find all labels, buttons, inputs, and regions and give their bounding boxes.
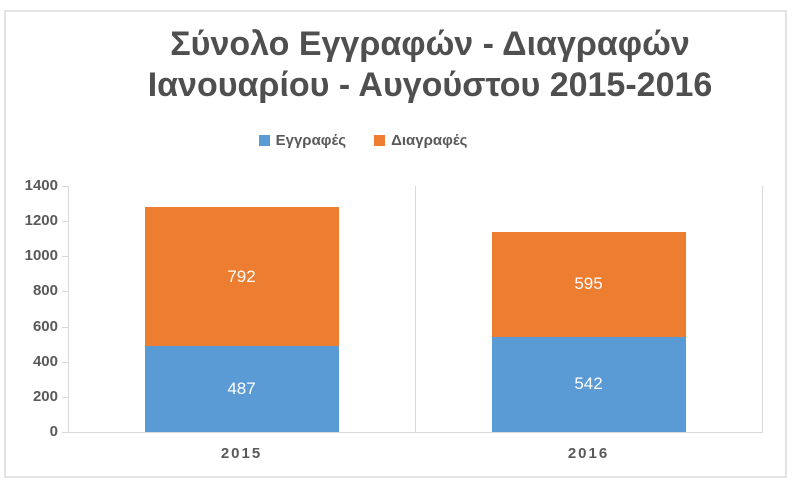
legend-label-registrations: Εγγραφές	[275, 132, 347, 149]
y-axis-line	[68, 186, 69, 432]
bar-value-label: 792	[227, 266, 256, 286]
bar-value-label: 542	[574, 374, 603, 394]
chart-title-line1: Σύνολο Εγγραφών - Διαγραφών	[170, 25, 690, 63]
y-axis-tick-mark	[62, 361, 68, 363]
legend-swatch-blue-icon	[258, 135, 270, 146]
x-category-label: 2015	[220, 445, 263, 462]
y-axis-tick-mark	[62, 291, 68, 293]
y-axis-tick-mark	[62, 256, 68, 258]
legend-label-deletions: Διαγραφές	[391, 132, 468, 149]
y-axis-tick-mark	[62, 186, 68, 187]
y-axis-tick-label: 600	[32, 317, 58, 335]
y-axis-tick-label: 0	[49, 423, 58, 440]
category-boundary-gridline	[415, 186, 416, 432]
category-boundary-gridline	[762, 186, 763, 432]
chart-legend: Εγγραφές Διαγραφές	[0, 132, 726, 149]
x-axis-line	[68, 432, 763, 433]
y-axis-tick-mark	[62, 396, 68, 398]
y-axis-tick-label: 1200	[24, 212, 58, 230]
bar-segment: 595	[491, 232, 686, 337]
y-axis-tick-label: 1000	[24, 247, 58, 265]
y-axis-tick-label: 800	[32, 282, 58, 300]
y-axis-tick-label: 200	[32, 387, 58, 405]
y-axis-tick-label: 1400	[24, 177, 58, 194]
y-axis-tick-mark	[62, 326, 68, 328]
chart-title-line2: Ιανουαρίου - Αυγούστου 2015-2016	[147, 66, 713, 104]
y-axis-tick-mark	[62, 432, 68, 433]
y-axis-tick-label: 400	[32, 352, 58, 370]
y-axis-tick-mark	[62, 221, 68, 223]
legend-item-registrations: Εγγραφές	[258, 132, 347, 149]
legend-item-deletions: Διαγραφές	[374, 132, 467, 149]
legend-swatch-orange-icon	[374, 135, 386, 146]
bar-segment: 792	[144, 207, 339, 347]
chart-title: Σύνολο Εγγραφών - Διαγραφών Ιανουαρίου -…	[60, 24, 800, 106]
bar-value-label: 595	[574, 274, 603, 294]
bar-value-label: 487	[227, 379, 256, 399]
x-category-label: 2016	[567, 445, 610, 462]
bar-segment: 542	[491, 336, 686, 432]
bar-segment: 487	[144, 346, 339, 432]
